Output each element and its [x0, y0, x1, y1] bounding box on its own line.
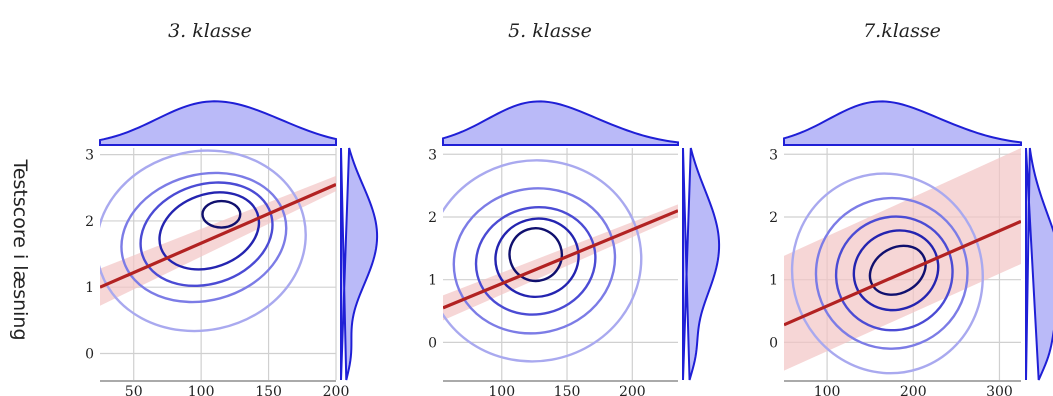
y-tick-label: 2 — [769, 210, 778, 226]
y-tick-label: 0 — [428, 335, 437, 351]
density-contour — [443, 159, 643, 363]
top-marginal-density — [442, 100, 679, 146]
density-contour — [814, 196, 969, 350]
y-tick-label: 1 — [428, 273, 437, 289]
density-contour — [158, 191, 261, 271]
right-marginal-density — [1025, 147, 1053, 381]
plot-area — [784, 148, 1021, 375]
panel-title-3-klasse: 3. klasse — [168, 20, 252, 42]
x-tick-label: 200 — [323, 384, 350, 396]
panel-title-7-klasse: 7.klasse — [863, 20, 941, 42]
regression-line — [443, 209, 678, 310]
confidence-band — [100, 175, 336, 306]
density-contour — [508, 227, 564, 283]
regression-line — [100, 182, 336, 289]
y-tick-label: 1 — [85, 280, 94, 296]
density-contour — [852, 229, 940, 312]
density-contour — [100, 149, 307, 333]
x-tick-label: 100 — [188, 384, 215, 396]
y-tick-label: 0 — [769, 335, 778, 351]
right-marginal-density — [340, 147, 379, 381]
x-tick-label: 200 — [900, 384, 927, 396]
density-contour — [494, 217, 580, 299]
top-marginal-density — [783, 100, 1022, 146]
y-tick-label: 1 — [769, 273, 778, 289]
confidence-band — [784, 148, 1021, 371]
joint-panel-2: 100 200 300 0 1 2 3 — [769, 100, 1053, 396]
x-tick-label: 100 — [814, 384, 841, 396]
y-axis-label: Testscore i læsning — [9, 158, 31, 340]
right-marginal-density — [682, 147, 721, 381]
density-contour — [452, 187, 617, 335]
x-tick-label: 50 — [125, 384, 143, 396]
panel-title-5-klasse: 5. klasse — [508, 20, 592, 42]
density-contour — [201, 199, 242, 229]
y-tick-label: 3 — [769, 147, 778, 163]
density-contour — [790, 172, 984, 375]
x-tick-label: 150 — [255, 384, 282, 396]
x-tick-label: 300 — [986, 384, 1013, 396]
plot-area — [443, 159, 678, 363]
regression-line — [784, 219, 1021, 327]
y-tick-label: 3 — [428, 147, 437, 163]
x-tick-label: 150 — [554, 384, 581, 396]
y-tick-label: 3 — [85, 148, 94, 164]
x-tick-label: 100 — [488, 384, 515, 396]
plot-area — [100, 149, 336, 333]
y-tick-label: 2 — [85, 214, 94, 230]
top-marginal-density — [99, 100, 337, 146]
density-contour — [120, 171, 288, 304]
joint-panel-1: 100 150 200 0 1 2 3 — [428, 100, 721, 396]
x-tick-label: 200 — [619, 384, 646, 396]
y-tick-label: 2 — [428, 210, 437, 226]
joint-panel-0: 50 100 150 200 0 1 2 3 — [85, 100, 379, 396]
y-tick-label: 0 — [85, 346, 94, 362]
